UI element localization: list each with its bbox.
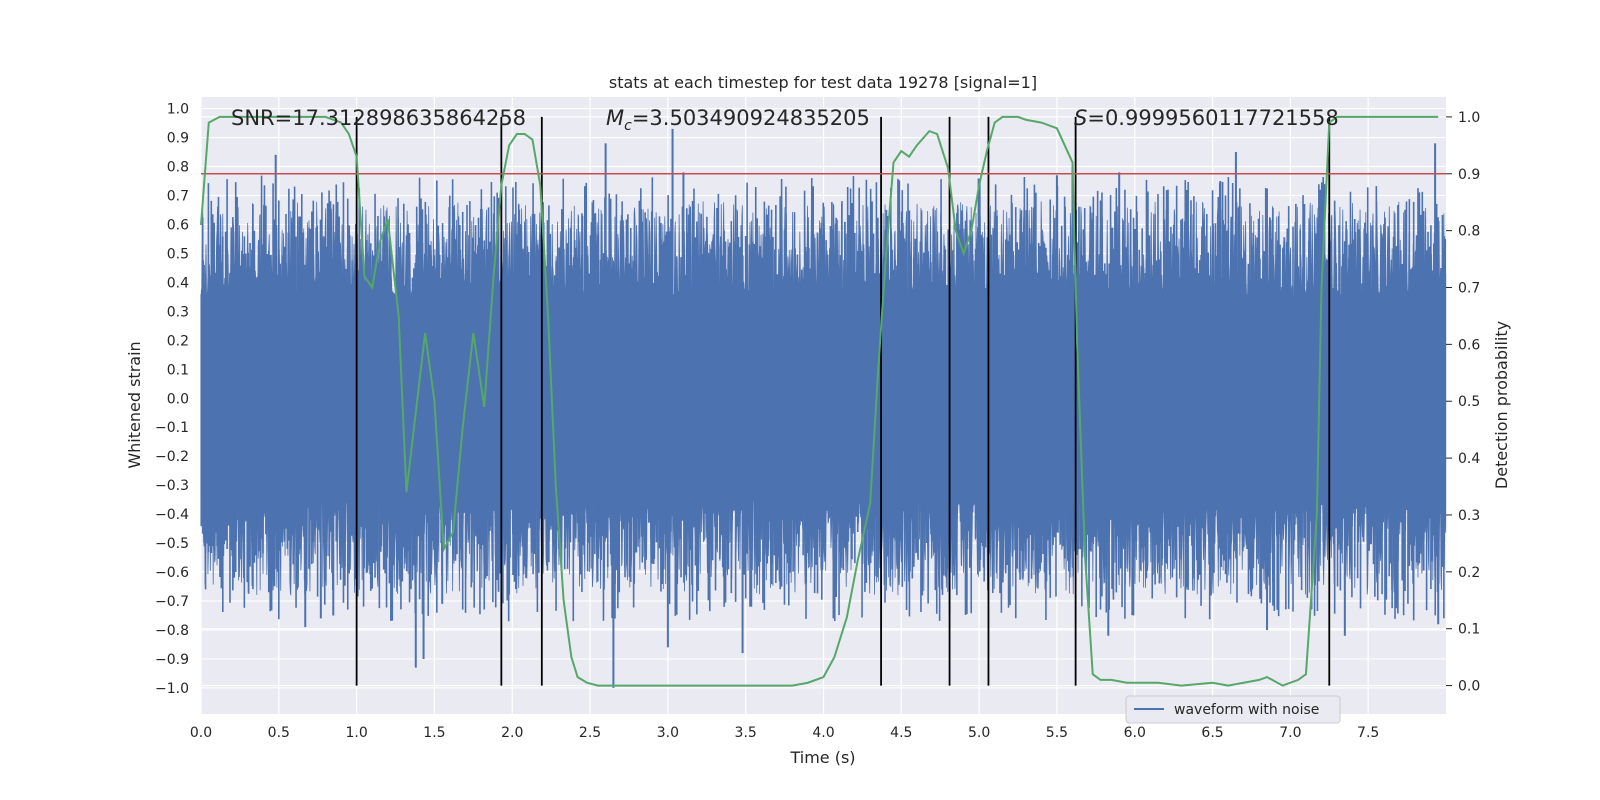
y-right-tick-label: 0.3 — [1458, 508, 1480, 524]
y-left-tick-label: −0.9 — [155, 652, 189, 668]
y-left-tick-label: −1.0 — [155, 681, 189, 697]
x-tick-label: 7.0 — [1279, 725, 1301, 741]
y-right-tick-label: 0.8 — [1458, 224, 1480, 240]
x-tick-label: 2.5 — [579, 725, 601, 741]
y-left-tick-label: −0.2 — [155, 449, 189, 465]
y-left-tick-label: 0.3 — [167, 304, 189, 320]
probability-series — [200, 115, 1439, 687]
y-left-tick-label: −0.7 — [155, 594, 189, 610]
snr-annotation: SNR=17.312898635864258 — [231, 106, 526, 130]
y-left-tick-label: −0.3 — [155, 478, 189, 494]
x-tick-label: 6.0 — [1124, 725, 1146, 741]
y-axis-right-label: Detection probability — [1492, 321, 1511, 489]
x-tick-label: 2.0 — [501, 725, 523, 741]
y-right-tick-label: 0.1 — [1458, 622, 1480, 638]
y-left-tick-label: 0.6 — [167, 217, 189, 233]
detection-probability-line — [200, 115, 1439, 687]
x-tick-label: 6.5 — [1201, 725, 1223, 741]
significance-symbol: S — [1074, 106, 1087, 130]
y-left-tick-label: 0.9 — [167, 131, 189, 147]
y-left-tick-label: −0.1 — [155, 420, 189, 436]
y-left-tick-label: 0.7 — [167, 188, 189, 204]
y-left-tick-label: −0.4 — [155, 507, 189, 523]
y-left-tick-label: 0.0 — [167, 391, 189, 407]
chirp-mass-symbol: M — [606, 106, 624, 130]
y-left-tick-label: −0.8 — [155, 623, 189, 639]
legend-box — [1125, 695, 1341, 724]
y-left-tick-label: 0.2 — [167, 333, 189, 349]
x-tick-label: 1.0 — [345, 725, 367, 741]
x-axis-label: Time (s) — [789, 748, 855, 767]
y-left-tick-label: 0.8 — [167, 160, 189, 176]
y-left-tick-label: −0.5 — [155, 536, 189, 552]
legend-label: waveform with noise — [1174, 702, 1319, 718]
y-left-tick-label: 0.1 — [167, 362, 189, 378]
y-axis-right-ticks: 1.0 0.9 0.8 0.7 0.6 0.5 0.4 0.3 0.2 0.1 0.0 — [1446, 110, 1480, 695]
chirp-mass-annotation: Mc=3.503490924835205 — [606, 106, 870, 134]
y-left-tick-label: 0.4 — [167, 275, 189, 291]
x-tick-label: 4.5 — [890, 725, 912, 741]
x-tick-label: 4.0 — [812, 725, 834, 741]
y-right-tick-label: 0.7 — [1458, 281, 1480, 297]
x-tick-label: 3.5 — [735, 725, 757, 741]
y-axis-left-label: Whitened strain — [125, 341, 144, 468]
y-axis-left-ticks: 1.0 0.9 0.8 0.7 0.6 0.5 0.4 0.3 0.2 0.1 0.0 −0.1 −0.… — [155, 102, 189, 697]
x-tick-label: 0.0 — [190, 725, 212, 741]
x-tick-label: 5.5 — [1046, 725, 1068, 741]
x-tick-label: 7.5 — [1357, 725, 1379, 741]
x-tick-label: 1.5 — [423, 725, 445, 741]
event-marker-lines — [355, 116, 1331, 686]
y-right-tick-label: 0.4 — [1458, 451, 1480, 467]
y-left-tick-label: 0.5 — [167, 246, 189, 262]
y-right-tick-label: 0.0 — [1458, 679, 1480, 695]
significance-annotation: S=0.9999560117721558 — [1074, 106, 1339, 130]
y-right-tick-label: 0.5 — [1458, 394, 1480, 410]
x-tick-label: 5.0 — [968, 725, 990, 741]
waveform-noise-strokes — [200, 175, 1447, 622]
legend: waveform with noise — [1125, 695, 1341, 724]
y-right-tick-label: 1.0 — [1458, 110, 1480, 126]
x-tick-label: 0.5 — [268, 725, 290, 741]
y-left-tick-label: −0.6 — [155, 565, 189, 581]
y-right-tick-label: 0.6 — [1458, 337, 1480, 353]
y-right-tick-label: 0.9 — [1458, 167, 1480, 183]
chart-title: stats at each timestep for test data 192… — [609, 73, 1037, 92]
x-axis-ticks: 0.0 0.5 1.0 1.5 2.0 2.5 3.0 3.5 4.0 4.5 5.0 5.5 6.0 6… — [190, 725, 1379, 741]
significance-value: =0.9999560117721558 — [1087, 106, 1338, 130]
chirp-mass-subscript: c — [624, 118, 632, 134]
x-tick-label: 3.0 — [657, 725, 679, 741]
chirp-mass-value: =3.503490924835205 — [632, 106, 870, 130]
y-left-tick-label: 1.0 — [167, 102, 189, 118]
waveform-series — [200, 128, 1447, 688]
y-right-tick-label: 0.2 — [1458, 565, 1480, 581]
